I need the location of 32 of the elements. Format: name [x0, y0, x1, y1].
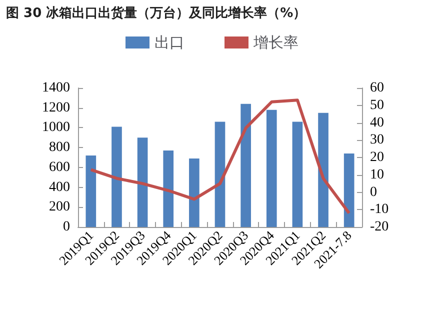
y-tick-label: 0 — [63, 220, 70, 234]
y2-tick-label: 40 — [370, 115, 384, 130]
bar — [344, 154, 354, 227]
bar — [214, 122, 226, 227]
bar — [137, 138, 148, 227]
legend-label: 出口 — [154, 34, 184, 52]
y-tick-label: 1000 — [42, 120, 70, 136]
y-tick-label: 200 — [49, 200, 70, 215]
y2-tick-label: -10 — [370, 202, 389, 218]
y-tick-label: 800 — [49, 140, 70, 156]
y2-tick-label: 10 — [370, 167, 384, 182]
y-tick-label: 1200 — [42, 100, 70, 116]
bar — [318, 112, 328, 227]
bar — [163, 150, 174, 227]
chart-title: 图 30 冰箱出口出货量（万台）及同比增长率（%） — [6, 4, 306, 22]
legend-label: 增长率 — [252, 34, 298, 52]
y2-tick-label: 60 — [370, 80, 384, 96]
y2-tick-label: 20 — [370, 150, 384, 165]
bar — [189, 158, 200, 227]
bar — [292, 122, 303, 227]
y2-tick-label: 0 — [370, 184, 377, 200]
bar — [240, 104, 251, 227]
y2-tick-label: 50 — [370, 98, 384, 113]
bar — [266, 110, 277, 227]
y-tick-label: 400 — [49, 180, 70, 195]
y2-tick-label: -20 — [370, 220, 389, 234]
bar — [112, 126, 122, 227]
line-series — [89, 98, 351, 215]
y2-tick-label: 30 — [370, 132, 384, 148]
y-tick-label: 1400 — [42, 80, 70, 96]
bar — [86, 156, 96, 227]
y-tick-label: 600 — [49, 160, 70, 175]
